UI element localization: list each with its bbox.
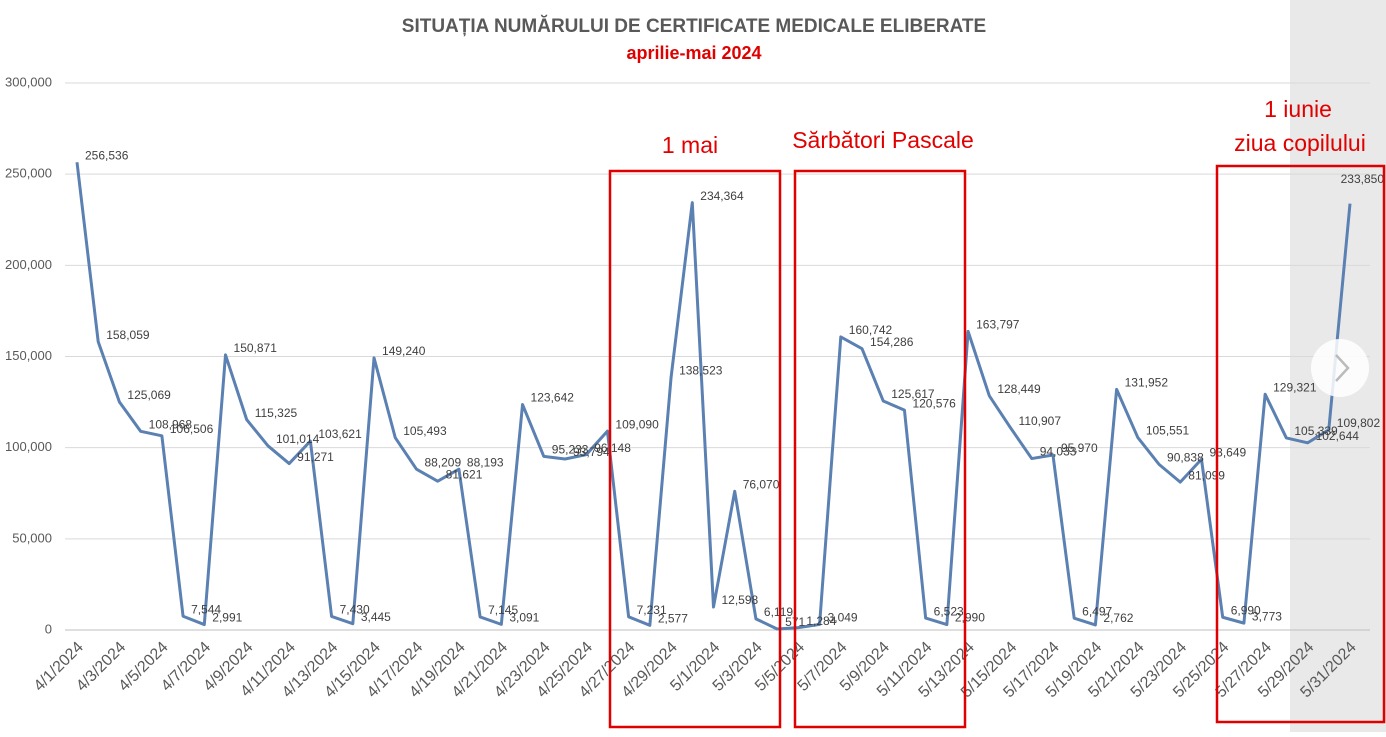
data-label: 88,193 — [467, 455, 504, 469]
data-label: 93,794 — [573, 445, 610, 459]
data-label: 256,536 — [85, 148, 129, 162]
data-label: 6,990 — [1231, 603, 1261, 617]
data-label: 150,871 — [234, 341, 278, 355]
y-tick-label: 200,000 — [5, 257, 52, 272]
chart-title: SITUAȚIA NUMĂRULUI DE CERTIFICATE MEDICA… — [402, 15, 986, 37]
data-label: 3,445 — [361, 610, 391, 624]
data-label: 106,506 — [170, 422, 214, 436]
data-label: 7,430 — [340, 603, 370, 617]
data-label: 108,968 — [149, 417, 193, 431]
y-tick-label: 100,000 — [5, 439, 52, 454]
annotation: ziua copilului — [1234, 130, 1366, 156]
data-label: 109,802 — [1337, 416, 1381, 430]
data-label: 95,970 — [1061, 441, 1098, 455]
data-label: 76,070 — [743, 477, 780, 491]
data-label: 109,090 — [615, 417, 659, 431]
data-label: 3,773 — [1252, 609, 1282, 623]
data-label: 2,762 — [1103, 611, 1133, 625]
data-line — [75, 162, 1352, 631]
data-label: 2,990 — [955, 611, 985, 625]
data-label: 115,325 — [255, 406, 298, 420]
data-label: 6,119 — [764, 605, 793, 619]
data-label: 6,497 — [1082, 604, 1112, 618]
data-label: 102,644 — [1316, 429, 1360, 443]
data-label: 149,240 — [382, 344, 426, 358]
data-label: 120,576 — [912, 396, 956, 410]
annotation: 1 iunie — [1264, 96, 1332, 122]
data-label: 163,797 — [976, 318, 1020, 332]
annotation: 1 mai — [662, 132, 718, 158]
data-label: 96,148 — [594, 441, 631, 455]
y-tick-label: 150,000 — [5, 348, 52, 363]
data-label: 94,033 — [1040, 445, 1077, 459]
data-label: 128,449 — [997, 382, 1041, 396]
data-label: 2,577 — [658, 611, 688, 625]
data-label: 125,617 — [891, 387, 935, 401]
highlight-box — [1215, 164, 1386, 724]
data-label: 131,952 — [1125, 376, 1169, 390]
y-tick-label: 0 — [45, 621, 52, 636]
data-label: 129,321 — [1273, 380, 1317, 394]
data-label: 3,091 — [509, 611, 539, 625]
y-tick-label: 50,000 — [12, 530, 52, 545]
annotation: Sărbători Pascale — [792, 127, 974, 153]
data-label: 105,339 — [1294, 424, 1338, 438]
y-tick-label: 250,000 — [5, 166, 52, 181]
data-label: 91,271 — [297, 450, 334, 464]
data-label: 234,364 — [700, 189, 744, 203]
data-label: 1,284 — [806, 614, 836, 628]
data-label: 6,523 — [934, 604, 964, 618]
data-label: 3,049 — [828, 611, 858, 625]
data-label: 88,209 — [424, 455, 461, 469]
data-label: 233,850 — [1341, 172, 1385, 186]
data-label: 7,145 — [488, 603, 518, 617]
data-label: 103,621 — [318, 427, 362, 441]
highlight-box — [793, 169, 967, 729]
next-arrow[interactable] — [1335, 354, 1350, 382]
data-label: 81,621 — [446, 467, 483, 481]
data-label: 95,233 — [552, 443, 589, 457]
next-button[interactable] — [1311, 339, 1369, 397]
data-label: 138,523 — [679, 364, 723, 378]
data-label: 105,551 — [1146, 424, 1190, 438]
data-label: 123,642 — [531, 391, 575, 405]
data-label: 158,059 — [106, 328, 150, 342]
y-tick-label: 300,000 — [5, 74, 52, 89]
data-label: 110,907 — [1019, 414, 1062, 428]
plot: 0 50,000 100,000 150,000 200,000 250,000 300,0… — [5, 74, 1384, 701]
data-label: 125,069 — [127, 388, 171, 402]
data-label: 2,991 — [212, 611, 242, 625]
data-label: 7,231 — [637, 603, 667, 617]
data-label: 7,544 — [191, 602, 221, 616]
data-label: 81,099 — [1188, 468, 1225, 482]
data-label: 93,649 — [1209, 445, 1246, 459]
data-label: 101,014 — [276, 432, 320, 446]
data-label: 12,598 — [722, 593, 759, 607]
data-label: 160,742 — [849, 323, 893, 337]
data-label: 154,286 — [870, 335, 914, 349]
data-label: 105,493 — [403, 424, 447, 438]
data-label: 90,838 — [1167, 451, 1204, 465]
highlight-box — [608, 169, 782, 729]
chart-subtitle: aprilie-mai 2024 — [626, 43, 761, 63]
